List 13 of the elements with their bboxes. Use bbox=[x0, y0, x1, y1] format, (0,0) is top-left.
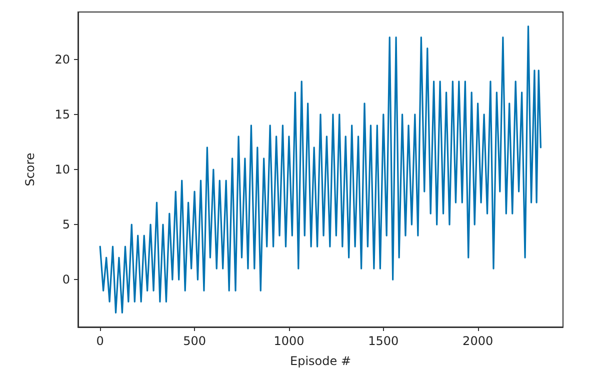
x-axis-title: Episode # bbox=[290, 354, 351, 368]
line-series bbox=[99, 26, 542, 314]
y-tick-label: 10 bbox=[54, 162, 70, 176]
x-tick-label: 0 bbox=[96, 334, 104, 348]
y-tick-label: 5 bbox=[62, 218, 70, 232]
x-tick-label: 1500 bbox=[368, 334, 399, 348]
x-tick-label: 2000 bbox=[462, 334, 494, 348]
x-tick-label: 500 bbox=[183, 334, 206, 348]
y-tick-label: 0 bbox=[62, 272, 70, 287]
y-axis-title: Score bbox=[23, 152, 37, 186]
x-tick-label: 1000 bbox=[274, 334, 304, 348]
y-tick-label: 15 bbox=[54, 107, 70, 122]
y-tick-label: 20 bbox=[54, 52, 70, 66]
